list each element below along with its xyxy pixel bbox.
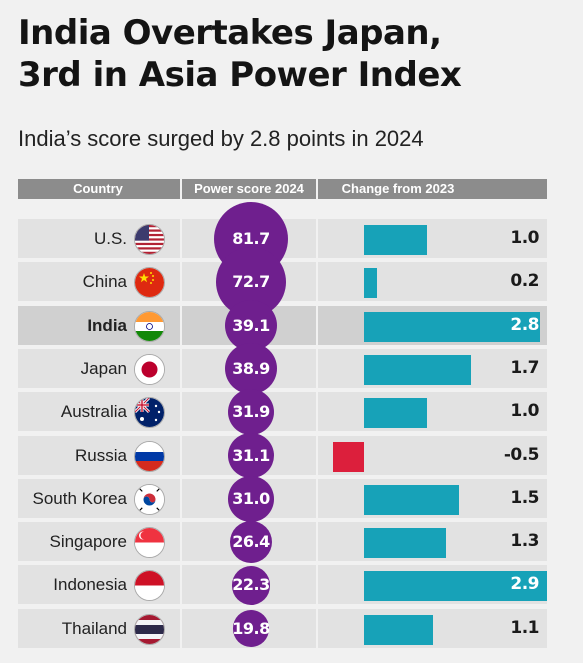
country-name: India — [87, 315, 127, 335]
thailand-flag-icon — [134, 613, 165, 645]
change-value: 1.7 — [510, 357, 539, 378]
change-bar — [364, 571, 547, 602]
change-bar — [364, 354, 472, 385]
table-row: Australia 1.0 — [18, 392, 547, 432]
column-divider — [316, 565, 318, 605]
column-divider — [316, 435, 318, 475]
table-row: China 0.2 — [18, 262, 547, 302]
column-divider — [316, 392, 318, 432]
country-name: Indonesia — [53, 575, 127, 595]
table-row: Thailand 1.1 — [18, 608, 547, 648]
column-divider — [180, 608, 182, 648]
country-name: Australia — [60, 402, 127, 422]
header-change: Change from 2023 — [341, 181, 455, 196]
column-divider — [180, 348, 182, 388]
change-value: 1.0 — [510, 401, 539, 422]
column-divider — [180, 392, 182, 432]
country-name: Japan — [80, 358, 127, 378]
change-value: 1.5 — [510, 487, 539, 508]
japan-flag-icon — [134, 353, 165, 385]
australia-flag-icon — [134, 397, 165, 429]
change-value: 1.1 — [510, 617, 539, 638]
column-divider — [180, 219, 182, 258]
column-divider — [180, 478, 182, 518]
us-flag-icon — [134, 224, 165, 255]
column-divider — [316, 262, 318, 302]
header-power-score: Power score 2024 — [194, 181, 304, 196]
header-divider — [316, 179, 318, 199]
header-divider — [180, 179, 182, 199]
column-divider — [316, 522, 318, 562]
table-header: Country Power score 2024 Change from 202… — [18, 179, 547, 199]
india-flag-icon — [134, 310, 165, 342]
indonesia-flag-icon — [134, 570, 165, 602]
column-divider — [316, 608, 318, 648]
column-divider — [180, 565, 182, 605]
table-row: Russia -0.5 — [18, 435, 547, 475]
chart-subtitle: India’s score surged by 2.8 points in 20… — [18, 126, 424, 151]
south-korea-flag-icon — [134, 483, 165, 515]
change-bar — [364, 311, 541, 342]
column-divider — [316, 478, 318, 518]
country-name: Thailand — [61, 618, 127, 638]
table-row: India 2.8 — [18, 305, 547, 345]
singapore-flag-icon — [134, 527, 165, 559]
change-value: 2.8 — [510, 314, 539, 335]
change-bar — [364, 268, 377, 299]
change-bar — [332, 441, 364, 472]
change-value: 1.0 — [510, 228, 539, 248]
country-name: South Korea — [32, 488, 127, 508]
table-row: Singapore 1.3 — [18, 522, 547, 562]
change-value: 1.3 — [510, 531, 539, 552]
china-flag-icon — [134, 267, 165, 299]
title-line-1: India Overtakes Japan, — [18, 13, 442, 53]
table-row: U.S. 1.0 — [18, 219, 547, 258]
column-divider — [316, 348, 318, 388]
table-row: Japan 1.7 — [18, 348, 547, 388]
change-bar — [364, 528, 446, 559]
change-bar — [364, 398, 427, 429]
column-divider — [180, 262, 182, 302]
column-divider — [180, 435, 182, 475]
title-line-2: 3rd in Asia Power Index — [18, 55, 462, 95]
change-bar — [364, 614, 434, 645]
country-name: Singapore — [49, 532, 127, 552]
column-divider — [316, 305, 318, 345]
change-value: 2.9 — [510, 574, 539, 595]
change-bar — [364, 484, 459, 515]
country-name: China — [82, 272, 127, 292]
table-row: Indonesia 2.9 — [18, 565, 547, 605]
table-row: South Korea 1.5 — [18, 478, 547, 518]
russia-flag-icon — [134, 440, 165, 472]
change-value: 0.2 — [510, 271, 539, 292]
change-value: -0.5 — [503, 444, 540, 465]
column-divider — [180, 522, 182, 562]
chart-title: India Overtakes Japan, 3rd in Asia Power… — [18, 12, 578, 96]
country-name: U.S. — [93, 229, 127, 248]
column-divider — [180, 305, 182, 345]
column-divider — [316, 219, 318, 258]
change-bar — [364, 225, 427, 255]
country-name: Russia — [75, 445, 127, 465]
header-country: Country — [73, 181, 123, 196]
